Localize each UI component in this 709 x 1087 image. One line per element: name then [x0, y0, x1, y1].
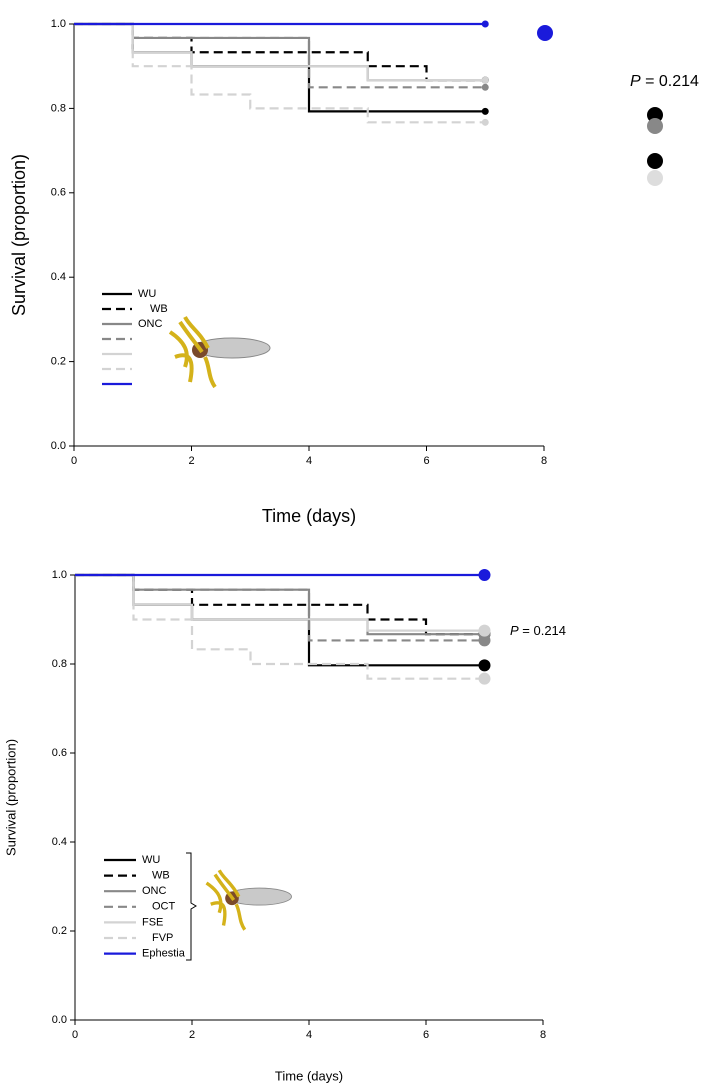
x-tick-label: 0 — [72, 1029, 78, 1041]
end-point — [481, 76, 489, 84]
legend-label: WB — [150, 303, 168, 315]
y-tick-label: 0.2 — [51, 356, 66, 368]
survival-line — [74, 22, 486, 124]
x-tick-label: 4 — [306, 1029, 312, 1041]
survival-line — [74, 22, 486, 82]
x-tick-label: 8 — [541, 455, 547, 467]
x-tick-label: 4 — [306, 455, 312, 467]
x-axis-label: Time (days) — [275, 1068, 343, 1083]
legend-label: Ephestia — [142, 948, 186, 960]
x-tick-label: 2 — [189, 1029, 195, 1041]
annotation: P = 0.214 — [510, 623, 566, 638]
legend-label: OCT — [152, 901, 176, 913]
x-tick-label: 8 — [540, 1029, 546, 1041]
legend-label: FVP — [152, 932, 173, 944]
x-tick-label: 6 — [423, 455, 429, 467]
y-tick-label: 0.4 — [51, 271, 66, 283]
y-axis-label: Survival (proportion) — [3, 739, 18, 856]
end-point — [478, 569, 491, 581]
y-tick-label: 0.8 — [51, 102, 66, 114]
y-tick-label: 0.6 — [52, 747, 67, 759]
annotation-italic: P — [630, 73, 641, 90]
legend-label: ONC — [142, 885, 167, 897]
y-tick-label: 0.4 — [52, 836, 67, 848]
legend-bracket — [186, 852, 197, 961]
annotation-rest: = 0.214 — [519, 623, 566, 638]
end-point — [478, 672, 491, 685]
y-tick-label: 0.0 — [52, 1014, 67, 1026]
y-tick-label: 0.8 — [52, 658, 67, 670]
legend-label: FSE — [142, 916, 163, 928]
legend-label: WU — [142, 854, 160, 866]
annotation-italic: P — [510, 623, 519, 638]
y-tick-label: 1.0 — [52, 569, 67, 581]
x-tick-label: 0 — [71, 455, 77, 467]
y-tick-label: 0.6 — [51, 187, 66, 199]
legend-label: WB — [152, 870, 170, 882]
legend-label: WU — [138, 288, 156, 300]
x-axis-label: Time (days) — [262, 506, 356, 526]
end-point — [478, 634, 491, 647]
survival-line — [75, 573, 485, 632]
survival-line — [74, 22, 486, 89]
x-tick-label: 2 — [188, 455, 194, 467]
y-tick-label: 1.0 — [51, 18, 66, 30]
y-axis-label: Survival (proportion) — [9, 154, 29, 316]
end-point — [481, 83, 489, 91]
legend-label: ONC — [138, 318, 163, 330]
larva-icon — [205, 869, 292, 931]
end-point — [481, 20, 489, 28]
end-point — [481, 107, 489, 115]
y-tick-label: 0.0 — [51, 440, 66, 452]
end-point — [478, 624, 491, 637]
end-point — [481, 118, 489, 126]
x-tick-label: 6 — [423, 1029, 429, 1041]
annotation: P = 0.214 — [630, 73, 699, 90]
larva-icon — [168, 316, 271, 389]
annotation-rest: = 0.214 — [641, 73, 699, 90]
end-point — [478, 659, 491, 672]
y-tick-label: 0.2 — [52, 925, 67, 937]
decoration — [537, 25, 663, 186]
